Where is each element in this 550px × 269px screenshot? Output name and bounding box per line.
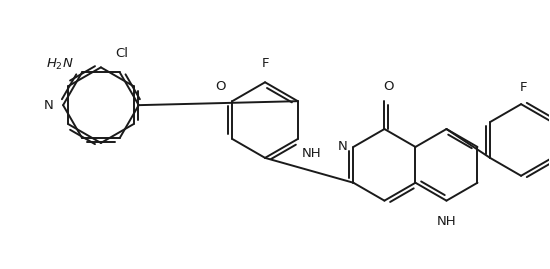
- Text: $H_2N$: $H_2N$: [46, 57, 74, 72]
- Text: O: O: [383, 80, 394, 93]
- Text: Cl: Cl: [116, 47, 128, 61]
- Text: F: F: [261, 57, 269, 70]
- Text: N: N: [43, 99, 53, 112]
- Text: O: O: [215, 80, 226, 93]
- Text: NH: NH: [301, 147, 321, 160]
- Text: N: N: [338, 140, 348, 153]
- Text: NH: NH: [437, 215, 456, 228]
- Text: F: F: [519, 81, 527, 94]
